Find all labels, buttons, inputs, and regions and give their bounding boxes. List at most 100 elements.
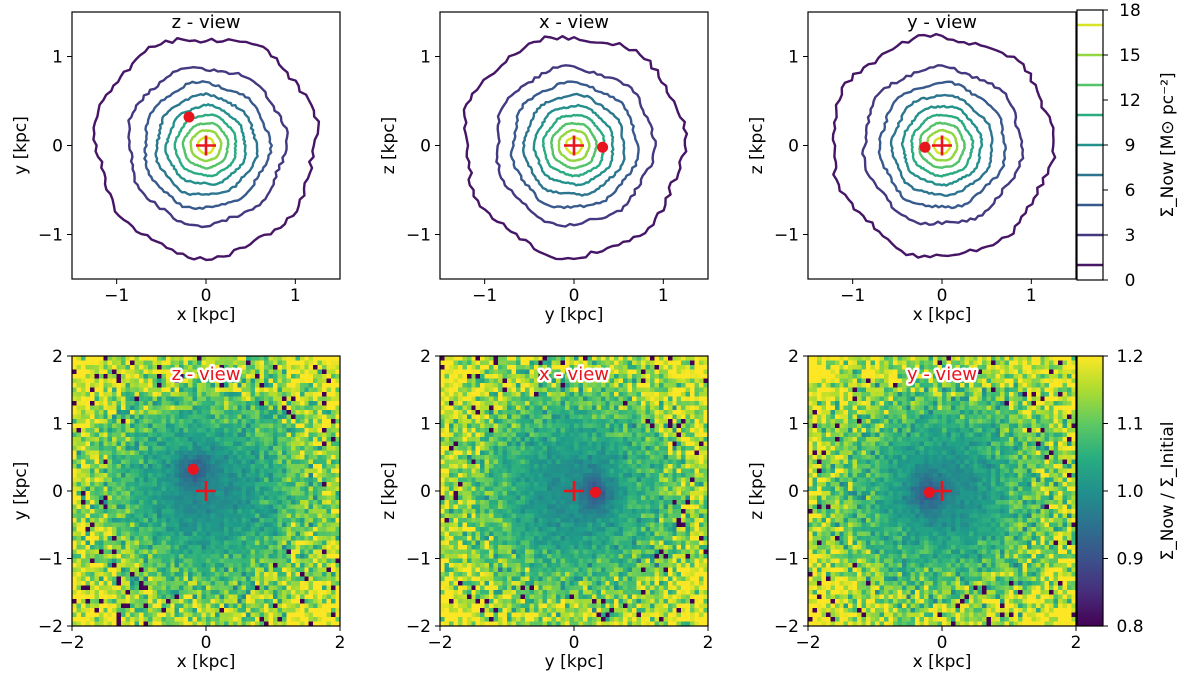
heatmap-cell [498,365,503,370]
heatmap-cell [520,594,526,600]
heatmap-cell [444,441,450,447]
heatmap-cell [80,369,86,375]
heatmap-cell [444,590,450,595]
heatmap-cell [448,360,454,366]
heatmap-cell [440,455,445,460]
heatmap-cell [322,396,327,402]
heatmap-cell [139,590,144,595]
heatmap-cell [448,549,454,555]
heatmap-cell [116,590,122,595]
heatmap-cell [317,477,323,483]
heatmap-cell [493,378,499,384]
heatmap-cell [165,482,171,487]
heatmap-cell [440,558,445,564]
heatmap-cell [511,491,517,496]
heatmap-cell [453,612,459,618]
heatmap-cell [116,585,122,591]
heatmap-cell [493,428,499,433]
heatmap-cell [228,410,234,415]
heatmap-cell [125,401,131,406]
heatmap-cell [219,441,225,447]
heatmap-cell [174,396,180,402]
heatmap-cell [308,360,314,366]
heatmap-cell [219,450,225,456]
heatmap-cell [130,513,135,519]
heatmap-cell [268,621,274,627]
heatmap-cell [335,590,341,595]
heatmap-cell [511,405,517,411]
heatmap-cell [214,518,220,523]
heatmap-cell [94,374,100,379]
heatmap-cell [475,464,481,469]
heatmap-cell [197,419,202,424]
heatmap-cell [493,509,499,514]
heatmap-cell [192,473,198,478]
heatmap-cell [277,531,283,537]
heatmap-cell [484,369,490,375]
heatmap-cell [98,383,104,388]
heatmap-cell [201,585,207,591]
heatmap-cell [201,486,207,492]
heatmap-cell [502,621,508,627]
heatmap-cell [313,473,319,478]
heatmap-cell [219,482,225,487]
heatmap-cell [493,369,499,375]
heatmap-cell [116,423,122,429]
heatmap-cell [264,576,269,582]
heatmap-cell [107,482,113,487]
heatmap-cell [201,473,207,478]
heatmap-cell [533,383,539,388]
heatmap-cell [326,545,332,550]
heatmap-cell [210,401,216,406]
heatmap-cell [134,450,140,456]
heatmap-cell [214,450,220,456]
heatmap-cell [85,446,91,451]
heatmap-cell [237,423,243,429]
heatmap-cell [250,522,256,528]
heatmap-cell [502,387,508,393]
heatmap-cell [165,423,171,429]
heatmap-cell [322,495,327,501]
heatmap-cell [462,401,468,406]
heatmap-cell [147,621,153,627]
heatmap-cell [480,396,486,402]
heatmap-cell [223,572,229,577]
heatmap-cell [335,446,341,451]
heatmap-cell [134,423,140,429]
x-tick-label: 1 [290,286,301,306]
heatmap-cell [147,617,153,622]
heatmap-cell [89,513,95,519]
heatmap-cell [453,405,459,411]
heatmap-cell [335,536,341,541]
heatmap-cell [480,576,486,582]
heatmap-cell [161,374,167,379]
heatmap-cell [440,392,445,397]
heatmap-cell [156,590,162,595]
heatmap-cell [524,590,530,595]
heatmap-cell [304,455,310,460]
heatmap-cell [250,428,256,433]
heatmap-cell [524,446,530,451]
heatmap-cell [116,441,122,447]
heatmap-cell [206,531,211,537]
heatmap-cell [89,387,95,393]
heatmap-cell [268,617,274,622]
heatmap-cell [511,482,517,487]
heatmap-cell [98,482,104,487]
heatmap-cell [268,369,274,375]
heatmap-cell [143,599,149,604]
heatmap-cell [246,473,252,478]
heatmap-cell [520,495,526,501]
heatmap-cell [76,392,82,397]
heatmap-cell [80,419,86,424]
heatmap-cell [85,383,91,388]
heatmap-cell [241,513,247,519]
heatmap-cell [322,482,327,487]
heatmap-cell [161,504,167,510]
heatmap-cell [121,545,126,550]
heatmap-cell [498,608,503,613]
heatmap-cell [286,365,292,370]
heatmap-cell [147,527,153,532]
heatmap-cell [156,423,162,429]
